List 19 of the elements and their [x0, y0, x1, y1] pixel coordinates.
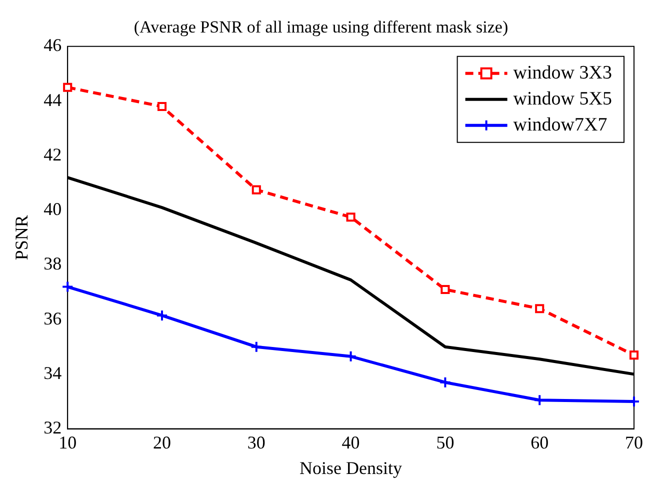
legend-label: window 3X3 — [513, 62, 612, 84]
y-tick-label: 38 — [44, 254, 62, 274]
y-tick-label: 34 — [44, 362, 62, 383]
y-tick-label: 42 — [44, 144, 62, 164]
y-tick-label: 46 — [44, 35, 62, 56]
x-tick-label: 50 — [436, 432, 454, 452]
chart-title: (Average PSNR of all image using different mask size) — [134, 18, 508, 37]
y-tick-label: 36 — [44, 308, 62, 328]
y-tick-label: 40 — [44, 199, 62, 220]
x-tick-label: 20 — [153, 432, 171, 452]
x-tick-label: 70 — [625, 432, 643, 452]
legend-label: window 5X5 — [513, 88, 612, 110]
x-axis-title: Noise Density — [300, 458, 402, 478]
x-tick-label: 60 — [530, 432, 549, 452]
legend-label: window7X7 — [513, 114, 608, 136]
y-axis-title: PSNR — [12, 215, 32, 260]
x-tick-label: 30 — [247, 432, 266, 452]
x-tick-label: 40 — [342, 432, 360, 452]
y-tick-label: 44 — [44, 90, 62, 110]
